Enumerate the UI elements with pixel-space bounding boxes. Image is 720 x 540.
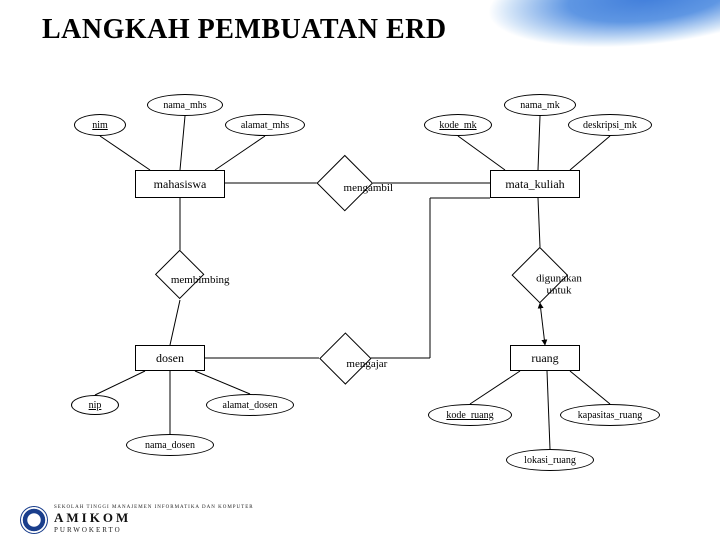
page-title: LANGKAH PEMBUATAN ERD xyxy=(42,14,447,46)
footer-text: SEKOLAH TINGGI MANAJEMEN INFORMATIKA DAN… xyxy=(54,505,254,534)
footer-line2: AMIKOM xyxy=(54,510,254,526)
relationship-mengambil: mengambil xyxy=(317,155,373,211)
institution-logo-icon xyxy=(20,506,48,534)
relationship-digunakan: digunakanuntuk xyxy=(512,247,568,303)
entity-dosen: dosen xyxy=(135,345,205,371)
attribute-nama_mk: nama_mk xyxy=(504,94,576,116)
entity-ruang: ruang xyxy=(510,345,580,371)
entity-mahasiswa: mahasiswa xyxy=(135,170,225,198)
footer: SEKOLAH TINGGI MANAJEMEN INFORMATIKA DAN… xyxy=(20,505,254,534)
attribute-nama_mhs: nama_mhs xyxy=(147,94,223,116)
attribute-nip: nip xyxy=(71,395,119,415)
attribute-kode_ruang: kode_ruang xyxy=(428,404,512,426)
attribute-alamat_mhs: alamat_mhs xyxy=(225,114,305,136)
attribute-kapasitas_ruang: kapasitas_ruang xyxy=(560,404,660,426)
footer-line3: PURWOKERTO xyxy=(54,526,254,534)
erd-diagram: mahasiswa mata_kuliahdosen ruang mengambil m… xyxy=(50,70,670,490)
entity-mata_kuliah: mata_kuliah xyxy=(490,170,580,198)
relationship-membimbing: membimbing xyxy=(155,250,205,300)
attribute-nim: nim xyxy=(74,114,126,136)
attribute-lokasi_ruang: lokasi_ruang xyxy=(506,449,594,471)
relationship-mengajar: mengajar xyxy=(319,332,371,384)
attribute-nama_dosen: nama_dosen xyxy=(126,434,214,456)
attribute-kode_mk: kode_mk xyxy=(424,114,492,136)
attribute-deskripsi_mk: deskripsi_mk xyxy=(568,114,652,136)
attribute-alamat_dosen: alamat_dosen xyxy=(206,394,294,416)
